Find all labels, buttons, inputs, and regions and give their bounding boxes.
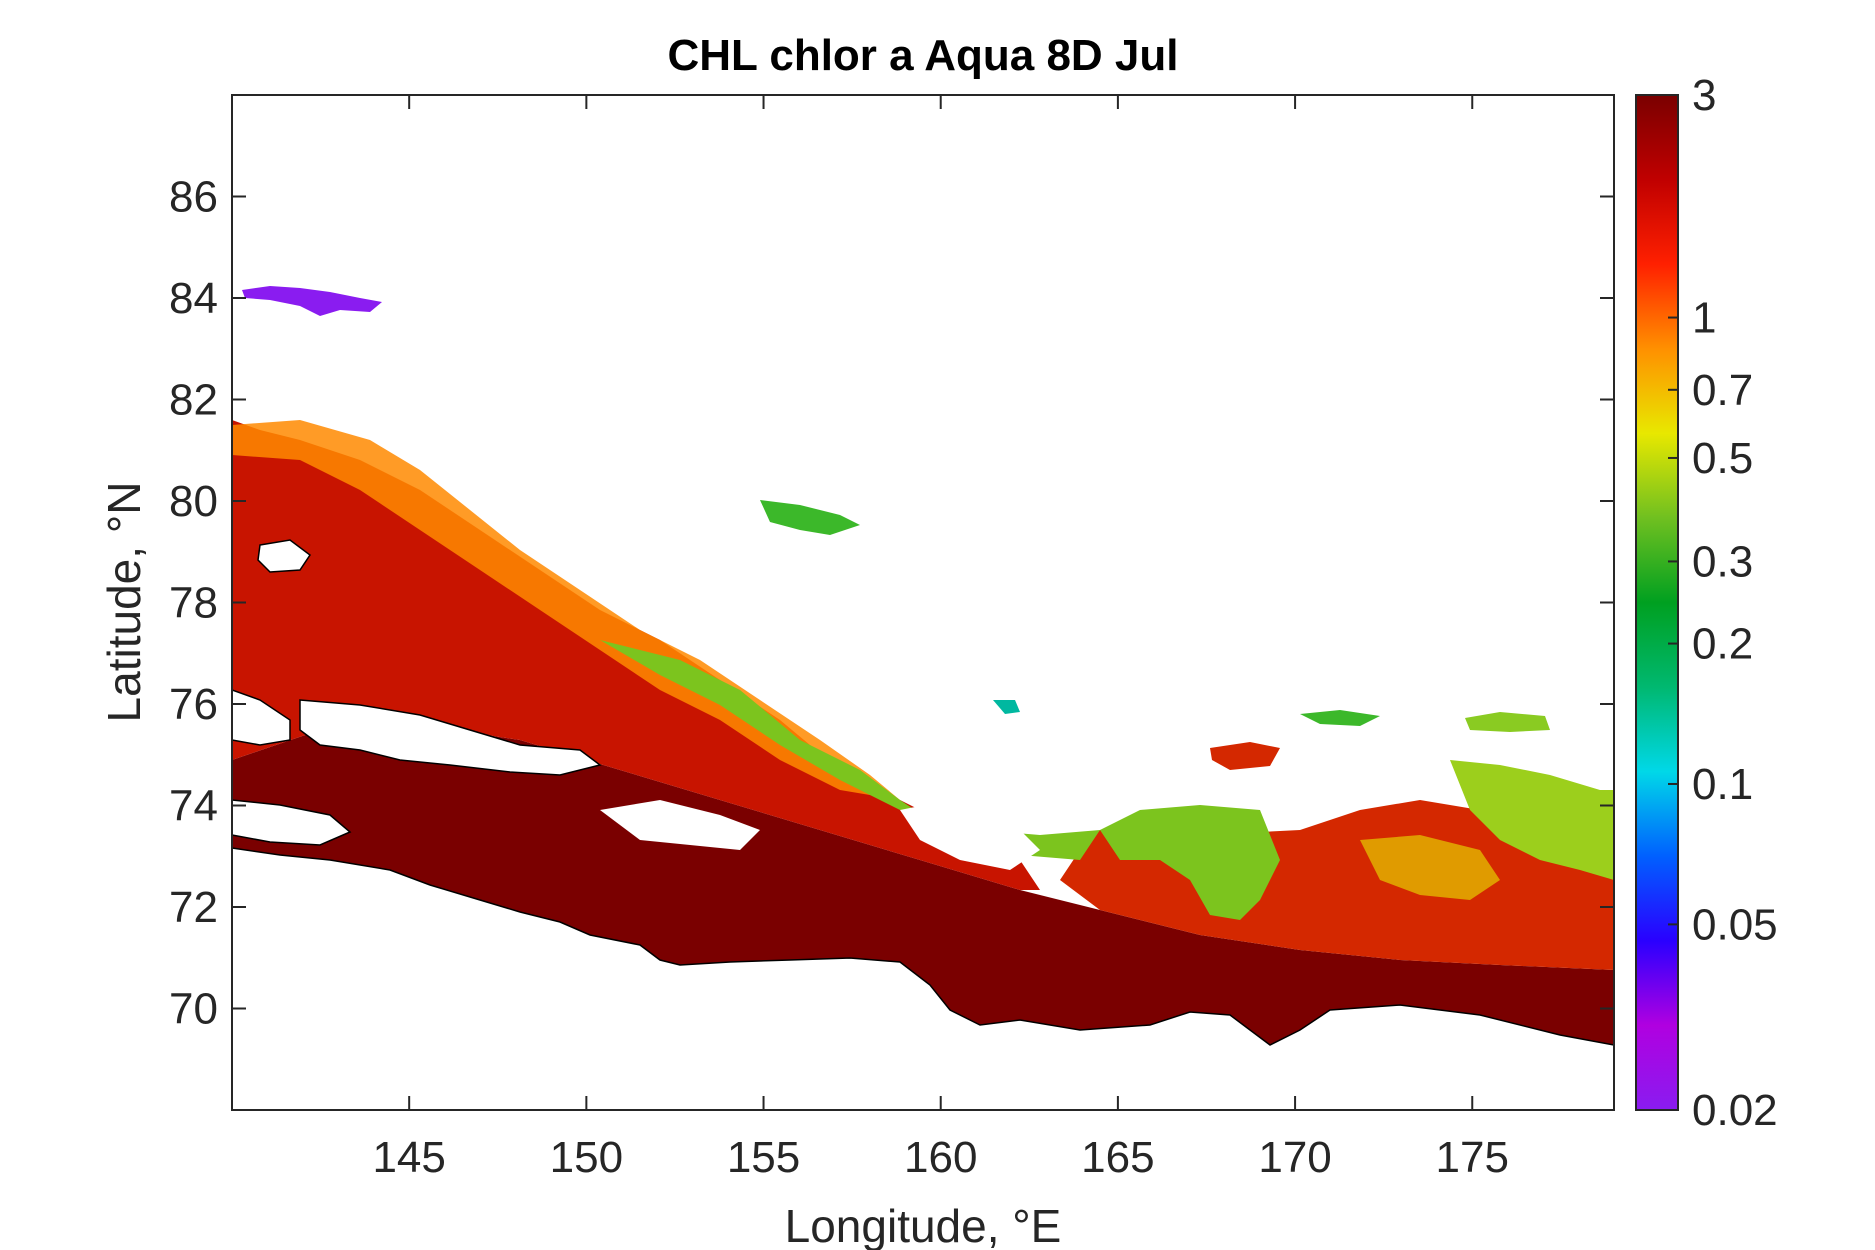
x-axis-ticks: 145 150 155 160 165 170 175 [372,95,1509,1182]
y-tick-label: 76 [169,680,218,729]
land-island-small [232,800,350,845]
shelf-gap-2 [900,800,1040,870]
land-island-north [258,540,310,572]
coastline-island-small [232,799,352,846]
y-tick-label: 72 [169,883,218,932]
ice-edge-field [600,640,1100,860]
x-tick-label: 175 [1436,1133,1509,1182]
shelf-gap-1 [600,800,760,850]
x-tick-label: 150 [550,1133,623,1182]
chart-title: CHL chlor a Aqua 8D Jul [668,31,1179,80]
colorbar-tick-label: 3 [1692,71,1716,120]
y-tick-label: 78 [169,579,218,628]
land-island-large [300,700,600,775]
coastline-island-west [232,689,291,746]
colorbar-tick-label: 0.2 [1692,620,1753,669]
land-island-west [232,690,290,745]
east-green-field [1100,805,1280,920]
colorbar-tick-label: 0.5 [1692,434,1753,483]
y-tick-label: 82 [169,376,218,425]
coastline [232,539,1614,1046]
coastline-island-north [257,539,312,573]
x-axis-label: Longitude, °E [785,1200,1062,1250]
coastline-mainland [232,847,1614,1046]
y-tick-label: 80 [169,477,218,526]
green-patch-3 [1465,712,1550,732]
x-tick-label: 160 [904,1133,977,1182]
colorbar-ticks: 0.02 0.05 0.1 0.2 0.3 0.5 0.7 1 3 [1668,71,1778,1135]
x-tick-label: 155 [727,1133,800,1182]
y-tick-label: 70 [169,985,218,1034]
x-tick-label: 165 [1081,1133,1154,1182]
colorbar-tick-label: 0.02 [1692,1086,1778,1135]
map-field [232,286,1614,1110]
inner-shelf-field [232,725,1614,1045]
colorbar-tick-label: 0.3 [1692,537,1753,586]
far-east-green-field [1450,760,1614,880]
y-axis-label: Latitude, °N [98,482,150,723]
colorbar-tick-label: 1 [1692,294,1716,343]
x-tick-label: 170 [1258,1133,1331,1182]
north-patch-84N [242,286,382,316]
green-patch-2 [1300,710,1380,726]
red-patch-1 [1210,742,1280,770]
coastline-island-large [299,699,602,776]
y-tick-label: 86 [169,173,218,222]
colorbar [1635,94,1679,1111]
colorbar-tick-label: 0.05 [1692,900,1778,949]
y-tick-label: 74 [169,782,218,831]
cyan-patch [993,700,1020,714]
y-axis-ticks: 70 72 74 76 78 80 82 84 86 [169,173,1614,1034]
yellow-accent-field [1360,835,1500,900]
y-tick-label: 84 [169,274,218,323]
colorbar-tick-label: 0.7 [1692,366,1753,415]
x-tick-label: 145 [372,1133,445,1182]
colorbar-tick-label: 0.1 [1692,760,1753,809]
green-patch-1 [760,500,860,535]
